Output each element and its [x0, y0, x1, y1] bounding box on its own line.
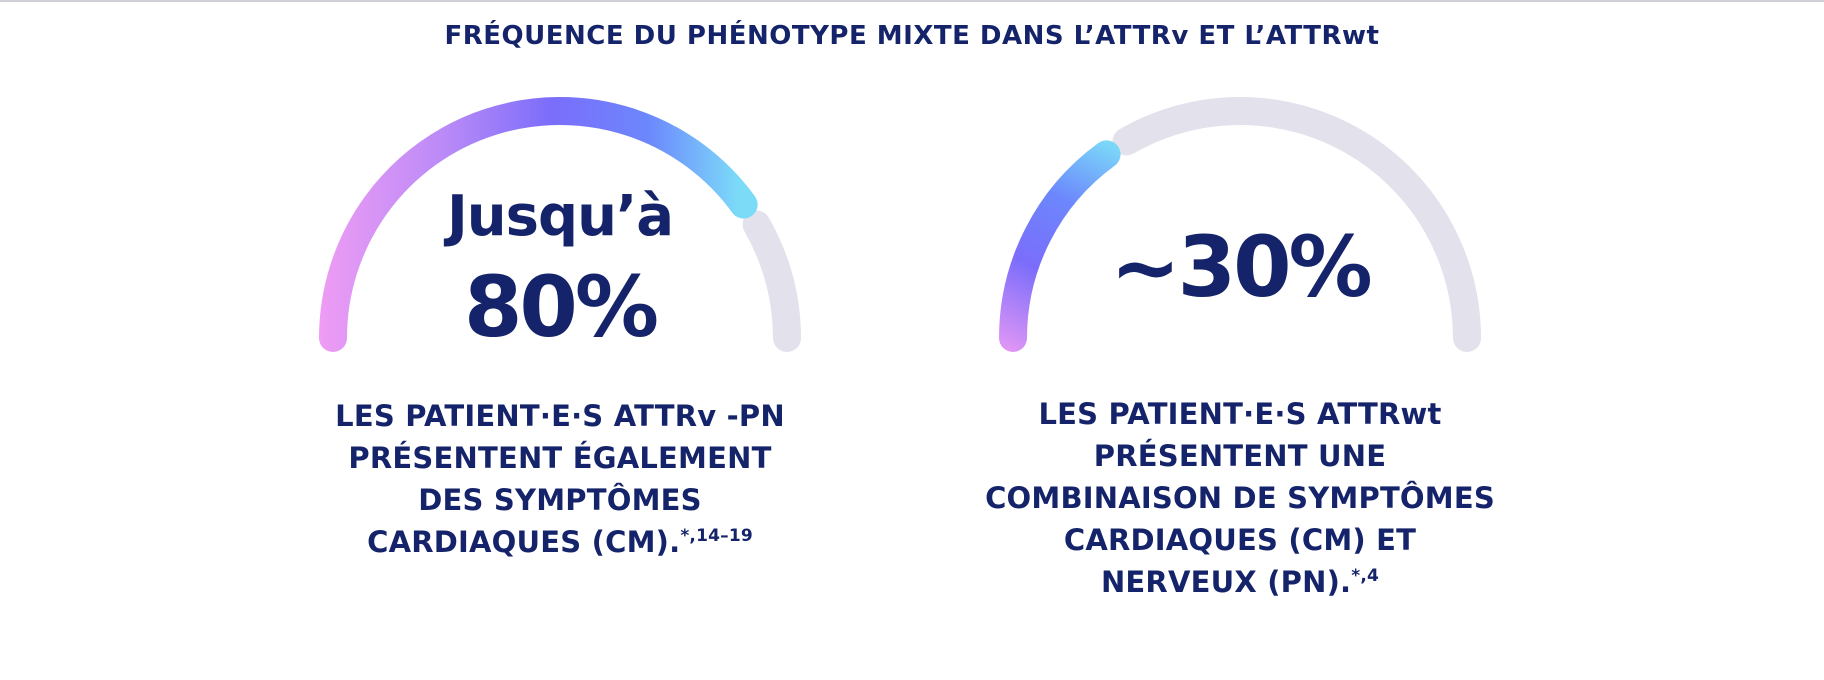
description-line: LES PATIENT·E·S ATTRwt	[1038, 397, 1442, 431]
top-divider	[0, 0, 1824, 2]
description-line: CARDIAQUES (CM).*,14–19	[280, 521, 840, 563]
gauge-attrv: Jusqu’à 80% LES PATIENT·E·S ATTRv -PN PR…	[280, 80, 840, 680]
description-line: PRÉSENTENT UNE	[1093, 439, 1387, 473]
gauge-fill	[999, 140, 1121, 352]
description-line: PRÉSENTENT ÉGALEMENT	[348, 441, 772, 475]
gauge-description: LES PATIENT·E·S ATTRwt PRÉSENTENT UNE CO…	[960, 393, 1520, 603]
gauge-track	[742, 210, 801, 352]
gauge-value-label: 80%	[463, 258, 659, 356]
page-title: FRÉQUENCE DU PHÉNOTYPE MIXTE DANS L’ATTR…	[444, 21, 1380, 51]
gauge-arc-attrv	[319, 97, 801, 352]
gauge-description: LES PATIENT·E·S ATTRv -PN PRÉSENTENT ÉGA…	[280, 395, 840, 563]
description-text: NERVEUX (PN).	[1100, 565, 1352, 599]
footnote-reference: *,14–19	[680, 526, 753, 546]
description-line: CARDIAQUES (CM) ET	[1063, 523, 1417, 557]
description-line: DES SYMPTÔMES	[418, 483, 702, 517]
gauge-track	[1112, 97, 1481, 352]
description-line: COMBINAISON DE SYMPTÔMES	[985, 481, 1495, 515]
gauge-value-label: ~30%	[1110, 218, 1372, 316]
description-line: LES PATIENT·E·S ATTRv -PN	[335, 399, 785, 433]
description-text: CARDIAQUES (CM).	[367, 525, 681, 559]
gauge-arc-attrwt	[999, 97, 1481, 352]
gauge-prefix-label: Jusqu’à	[446, 184, 674, 249]
footnote-reference: *,4	[1351, 566, 1380, 586]
gauge-attrwt: ~30% LES PATIENT·E·S ATTRwt PRÉSENTENT U…	[960, 80, 1520, 680]
description-line: NERVEUX (PN).*,4	[960, 561, 1520, 603]
gauge-fill	[319, 97, 758, 352]
